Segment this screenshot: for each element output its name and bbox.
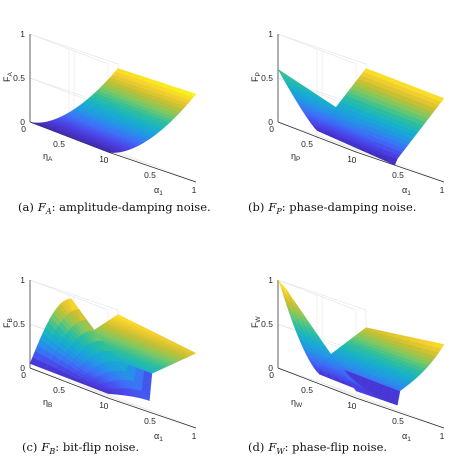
z-tick-label: 0.5	[13, 73, 25, 83]
z-axis-label: FB	[2, 318, 14, 328]
eta-tick-label: 0	[269, 370, 274, 380]
z-axis-label: FW	[250, 316, 262, 329]
eta-tick-label: 1	[347, 400, 352, 410]
eta-tick-label: 1	[99, 154, 104, 164]
alpha-tick-label: 1	[440, 431, 445, 441]
alpha-tick-label: 0	[104, 155, 109, 165]
eta-axis-label: ηW	[291, 397, 303, 409]
surface	[29, 298, 197, 402]
alpha-tick-label: 0.5	[144, 416, 156, 426]
panel-caption: (a) FA: amplitude-damping noise.	[18, 200, 211, 216]
z-tick-label: 0	[20, 117, 25, 127]
alpha-tick-label: 0	[104, 401, 109, 411]
z-tick-label: 0.5	[261, 319, 273, 329]
z-tick-label: 0.5	[13, 319, 25, 329]
eta-axis-label: ηB	[43, 397, 52, 409]
z-tick-label: 0	[268, 117, 273, 127]
eta-tick-label: 0.5	[301, 139, 313, 149]
alpha-axis-label: α1	[402, 185, 411, 197]
z-tick-label: 0	[20, 363, 25, 373]
alpha-tick-label: 1	[440, 185, 445, 195]
alpha-axis-label: α1	[154, 431, 163, 443]
z-tick-label: 1	[20, 29, 25, 39]
eta-tick-label: 0	[269, 124, 274, 134]
eta-axis-label: ηA	[43, 151, 53, 163]
eta-tick-label: 1	[347, 154, 352, 164]
eta-tick-label: 0	[21, 124, 26, 134]
z-tick-label: 1	[20, 275, 25, 285]
panel-caption: (d) FW: phase-flip noise.	[248, 440, 387, 456]
panel-caption: (c) FB: bit-flip noise.	[22, 440, 139, 456]
z-tick-label: 1	[268, 29, 273, 39]
eta-tick-label: 0	[21, 370, 26, 380]
eta-axis-label: ηP	[291, 151, 300, 163]
eta-tick-label: 0.5	[53, 139, 65, 149]
alpha-tick-label: 0.5	[392, 416, 404, 426]
panel-caption: (b) FP: phase-damping noise.	[248, 200, 416, 216]
alpha-tick-label: 0	[352, 155, 357, 165]
alpha-tick-label: 1	[192, 431, 197, 441]
surface	[277, 279, 445, 406]
surface	[277, 68, 445, 166]
alpha-tick-label: 0.5	[392, 170, 404, 180]
alpha-tick-label: 0.5	[144, 170, 156, 180]
z-axis-label: FP	[250, 72, 262, 82]
surface	[29, 68, 197, 153]
eta-tick-label: 0.5	[301, 385, 313, 395]
z-tick-label: 0.5	[261, 73, 273, 83]
alpha-tick-label: 1	[192, 185, 197, 195]
alpha-axis-label: α1	[154, 185, 163, 197]
eta-tick-label: 1	[99, 400, 104, 410]
alpha-axis-label: α1	[402, 431, 411, 443]
z-tick-label: 1	[268, 275, 273, 285]
alpha-tick-label: 0	[352, 401, 357, 411]
z-axis-label: FA	[2, 72, 14, 83]
z-tick-label: 0	[268, 363, 273, 373]
eta-tick-label: 0.5	[53, 385, 65, 395]
